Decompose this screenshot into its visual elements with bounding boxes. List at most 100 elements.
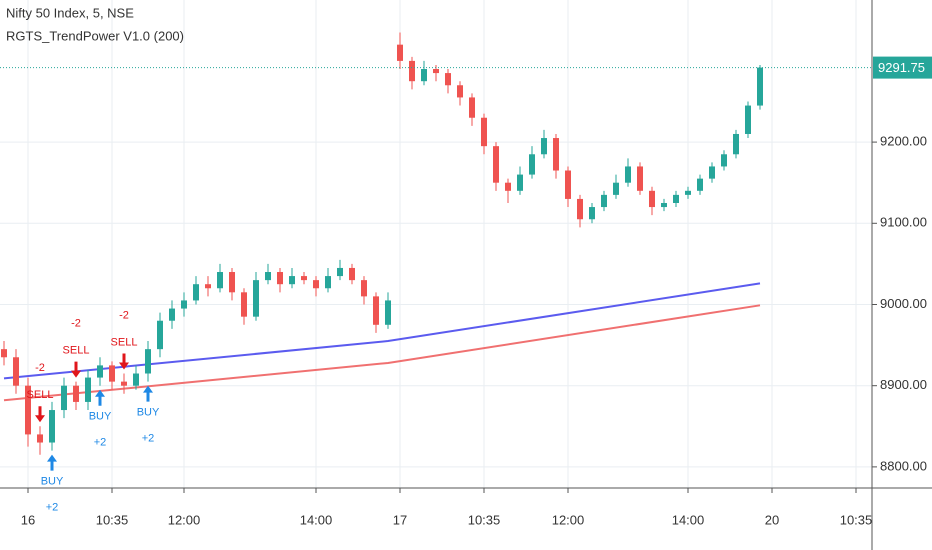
signal-label: SELL <box>111 336 138 348</box>
candle-body <box>721 154 727 167</box>
signal-amount: +2 <box>94 437 107 449</box>
x-tick-label: 20 <box>765 512 779 527</box>
sell-arrow <box>35 406 45 423</box>
candle-body <box>457 85 463 98</box>
candle-body <box>469 97 475 118</box>
candle-body <box>85 377 91 402</box>
symbol-title: Nifty 50 Index, 5, NSE <box>6 5 134 20</box>
candle-body <box>181 300 187 309</box>
y-tick-label: 9000.00 <box>880 296 927 311</box>
x-tick-label: 12:00 <box>168 512 201 527</box>
candle-body <box>193 284 199 301</box>
candle-body <box>289 276 295 285</box>
candle-body <box>709 166 715 179</box>
candle-body <box>565 170 571 199</box>
candle-body <box>385 300 391 325</box>
candle-body <box>601 194 607 208</box>
candle-body <box>445 73 451 86</box>
candle-body <box>13 357 19 386</box>
candle-body <box>229 272 235 293</box>
candle-body <box>649 190 655 208</box>
candle-body <box>397 44 403 61</box>
candle-body <box>421 69 427 82</box>
plot: SELL -2 SELL -2 SELL -2 BUY +2 BUY +2 BUY +2 <box>1 32 763 514</box>
candle-body <box>697 178 703 191</box>
candle-body <box>217 272 223 289</box>
candle-body <box>109 365 115 382</box>
candle-body <box>613 182 619 195</box>
candle-body <box>37 434 43 443</box>
candle-body <box>541 138 547 155</box>
last-price-box <box>873 56 932 79</box>
candle-body <box>49 410 55 443</box>
candle-body <box>517 174 523 191</box>
buy-arrow <box>47 454 57 471</box>
x-tick-label: 12:00 <box>552 512 585 527</box>
candle-body <box>265 272 271 281</box>
candle-body <box>361 280 367 297</box>
indicator-title: RGTS_TrendPower V1.0 (200) <box>6 28 184 43</box>
candle-body <box>145 349 151 374</box>
x-tick-label: 14:00 <box>300 512 333 527</box>
candle-body <box>577 198 583 220</box>
candle-body <box>325 276 331 289</box>
candle-body <box>73 385 79 402</box>
candle-body <box>529 154 535 175</box>
y-tick-label: 8800.00 <box>880 458 927 473</box>
candle-body <box>253 280 259 317</box>
last-price-label: 9291.75 <box>878 60 925 75</box>
candle-body <box>505 182 511 191</box>
candle-body <box>625 166 631 183</box>
candle-body <box>337 267 343 277</box>
candle-body <box>733 133 739 155</box>
candle-body <box>205 284 211 289</box>
candle-body <box>241 292 247 317</box>
x-tick-label: 10:35 <box>468 512 501 527</box>
candle-body <box>673 194 679 203</box>
candle-body <box>169 308 175 321</box>
candle-body <box>493 146 499 183</box>
grid <box>0 0 872 488</box>
signal-amount: +2 <box>46 502 59 514</box>
y-tick-label: 9100.00 <box>880 215 927 230</box>
signal-label: SELL <box>63 345 90 357</box>
candle-body <box>277 272 283 285</box>
candle-body <box>481 117 487 147</box>
sell-arrow <box>71 361 81 378</box>
x-tick-label: 14:00 <box>672 512 705 527</box>
buy-arrow <box>143 385 153 402</box>
candle-body <box>133 373 139 386</box>
signal-amount: -2 <box>71 318 81 330</box>
x-tick-label: 16 <box>21 512 35 527</box>
y-tick-label: 9200.00 <box>880 134 927 149</box>
candle-body <box>433 69 439 74</box>
candle-body <box>373 296 379 325</box>
signal-label: BUY <box>89 411 112 423</box>
candle-body <box>757 67 763 106</box>
x-tick-label: 10:35 <box>96 512 129 527</box>
candle-body <box>97 365 103 378</box>
candle-body <box>301 276 307 281</box>
trend-line <box>3 282 761 380</box>
candle-body <box>157 320 163 350</box>
candle-body <box>589 207 595 220</box>
candle-body <box>661 202 667 208</box>
sell-arrow <box>119 353 129 370</box>
candle-body <box>313 280 319 289</box>
candle-body <box>61 385 67 411</box>
signal-label: BUY <box>41 476 64 488</box>
candle-body <box>553 138 559 171</box>
signal-amount: -2 <box>119 309 129 321</box>
candle-body <box>637 166 643 191</box>
trend-line <box>3 304 761 402</box>
x-tick-label: 10:35 <box>840 512 873 527</box>
signal-amount: -2 <box>35 362 45 374</box>
candle-body <box>1 349 7 358</box>
candle-body <box>685 190 691 195</box>
candle-body <box>745 105 751 134</box>
y-tick-label: 8900.00 <box>880 377 927 392</box>
x-tick-label: 17 <box>393 512 407 527</box>
buy-arrow <box>95 389 105 406</box>
signal-amount: +2 <box>142 433 155 445</box>
